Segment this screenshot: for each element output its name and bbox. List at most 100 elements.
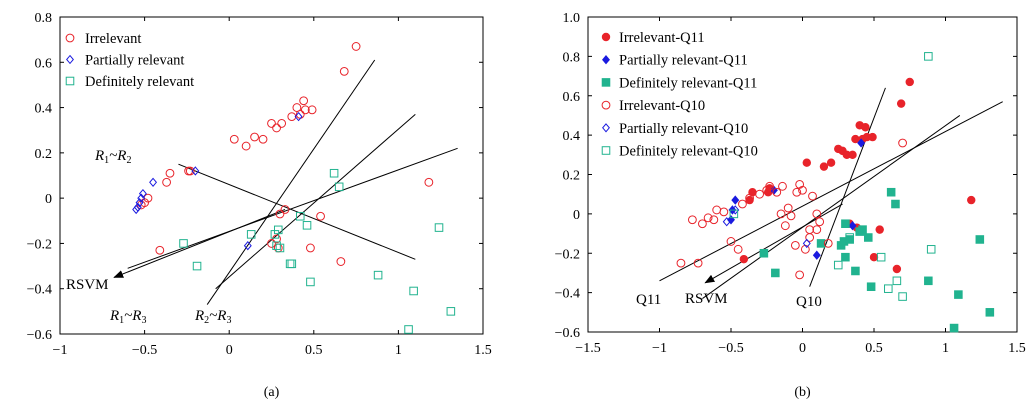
x-tick-label: 0.5	[305, 343, 323, 358]
data-point	[771, 268, 780, 278]
y-tick-label: 0	[45, 192, 52, 207]
x-tick-label: −1	[53, 343, 68, 358]
data-point	[229, 134, 239, 144]
data-point	[295, 211, 305, 221]
line-label-part: R	[94, 148, 104, 164]
data-point	[300, 105, 310, 115]
data-point	[848, 150, 857, 160]
reference-lines	[659, 87, 1003, 299]
series-irrelevant	[136, 42, 434, 266]
data-point	[446, 307, 456, 316]
series-partially-relevant	[132, 111, 303, 251]
reference-lines	[127, 59, 458, 305]
line-label-part: 3	[141, 315, 146, 326]
x-tick-label: 0	[226, 343, 233, 358]
data-point	[712, 205, 722, 215]
data-point	[855, 227, 864, 236]
line-label-part: 2	[126, 155, 131, 166]
legend-marker	[601, 146, 611, 155]
plot-frame	[59, 16, 484, 335]
data-point	[876, 252, 886, 262]
data-point	[808, 191, 817, 201]
line-label-part: ~R	[109, 148, 126, 164]
data-point	[722, 217, 731, 227]
data-point	[905, 77, 914, 87]
legend-entry-label: Definitely relevant-Q10	[619, 144, 758, 160]
data-point	[745, 195, 754, 205]
y-tick-label: −0.4	[27, 283, 52, 298]
data-point	[802, 158, 811, 167]
data-point	[778, 181, 787, 191]
data-point	[926, 245, 936, 254]
line-label-part: ~R	[209, 308, 226, 324]
data-point	[845, 233, 854, 242]
data-point	[841, 219, 850, 228]
data-point	[891, 199, 900, 209]
data-point	[815, 217, 825, 227]
data-point	[780, 221, 790, 231]
data-point	[790, 240, 800, 250]
data-point	[191, 166, 200, 176]
x-tick-label: −1.5	[575, 341, 600, 356]
data-point	[823, 239, 833, 248]
data-point	[277, 119, 287, 128]
data-point	[812, 250, 821, 260]
data-point	[336, 257, 346, 266]
data-point	[786, 211, 796, 221]
data-point	[864, 233, 873, 242]
rsvm-arrow	[113, 208, 286, 278]
legend: Irrelevant Partially relevant Definitely r…	[65, 31, 194, 90]
data-point	[676, 258, 686, 268]
data-point	[826, 158, 836, 167]
legend-entry-label: Partially relevant	[85, 53, 184, 69]
y-tick-label: 0.2	[35, 147, 53, 162]
y-tick-label: 0	[573, 208, 580, 223]
x-tick-label: 1.5	[1008, 341, 1026, 356]
data-point	[783, 203, 793, 213]
data-point	[299, 96, 309, 106]
series-definitely-relevant-q10	[729, 52, 936, 301]
data-point	[409, 286, 418, 296]
y-tick-label: 0.6	[563, 90, 581, 105]
data-point	[755, 189, 764, 199]
data-point	[812, 225, 822, 235]
data-point	[848, 221, 857, 231]
data-point	[287, 259, 297, 269]
panel-caption: (b)	[794, 385, 811, 400]
y-tick-label: 0.8	[563, 50, 581, 65]
data-point	[776, 209, 786, 219]
legend: Irrelevant-Q11 Partially relevant-Q11 Defi…	[601, 30, 758, 160]
legend-marker	[602, 55, 610, 65]
data-point	[798, 185, 807, 195]
x-tick-label: 1.5	[474, 343, 492, 358]
boundary-line	[178, 163, 416, 260]
y-tick-label: 0.2	[563, 169, 581, 184]
data-point	[731, 205, 740, 215]
boundary-line	[702, 115, 961, 299]
legend-entry-label: Partially relevant-Q11	[619, 53, 748, 69]
data-point	[772, 187, 782, 197]
y-tick-label: 0.4	[35, 102, 53, 117]
boundary-line	[659, 101, 1003, 282]
data-point	[851, 134, 860, 144]
y-tick-label: −0.6	[555, 326, 580, 341]
data-point	[868, 132, 877, 142]
data-point	[924, 52, 933, 61]
data-point	[294, 111, 303, 122]
data-point	[267, 119, 276, 128]
panel-a: −1 −0.5 0 0.5 1 1.5 −0.6 −0.4 −0.2 0 0.2 0.4 0.6 0.8 R…	[27, 11, 492, 400]
data-point	[306, 243, 315, 253]
data-point	[351, 42, 361, 51]
data-point	[841, 252, 850, 262]
data-point	[687, 215, 697, 225]
data-point	[954, 290, 963, 299]
x-tick-label: −0.5	[132, 343, 157, 358]
data-point	[967, 195, 976, 205]
data-point	[302, 221, 312, 230]
legend-entry-label: Irrelevant	[85, 31, 141, 47]
data-point	[132, 204, 141, 215]
x-tick-label: 0.5	[865, 341, 883, 356]
data-point	[924, 276, 933, 286]
line-label-part: 2	[204, 315, 209, 326]
legend-marker	[602, 123, 610, 133]
